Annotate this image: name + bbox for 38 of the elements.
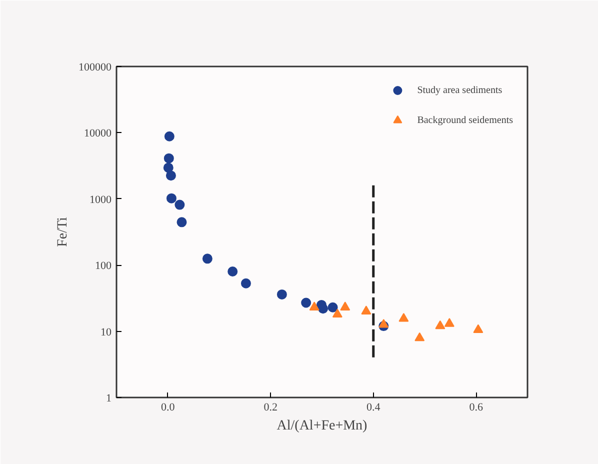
x-tick-label: 0.0 (161, 402, 176, 414)
point (176, 217, 187, 228)
point (473, 324, 484, 333)
x-tick-label: 0.6 (469, 402, 484, 414)
point (202, 254, 212, 264)
point (240, 278, 251, 288)
y-tick-label: 100000 (78, 62, 112, 74)
point (361, 306, 372, 314)
point (340, 302, 350, 310)
y-tick-label: 10 (100, 326, 112, 338)
y-tick-label: 1 (106, 392, 112, 404)
point (309, 302, 320, 310)
x-tick-label: 0.2 (264, 402, 278, 414)
point (166, 193, 176, 204)
y-tick-label: 100 (95, 260, 112, 272)
point (174, 200, 185, 210)
point (398, 313, 409, 322)
point (163, 162, 174, 173)
legend-label: Background seidements (417, 114, 513, 126)
point (166, 170, 176, 181)
y-tick-label: 1000 (90, 194, 112, 206)
point (276, 289, 287, 300)
point (332, 308, 342, 318)
point (301, 298, 312, 308)
legend-label: Study area sediments (417, 84, 502, 96)
x-tick-label: 0.4 (366, 402, 381, 414)
y-axis-title: Fe/Ti (56, 216, 70, 247)
point (164, 153, 174, 164)
y-tick-label: 10000 (84, 128, 112, 140)
point (414, 332, 425, 342)
point (444, 318, 454, 327)
point (328, 302, 338, 312)
point (435, 320, 446, 330)
point (164, 131, 174, 142)
point (228, 266, 238, 277)
point (378, 318, 389, 328)
point (318, 304, 328, 314)
x-axis-title: Al/(Al+Fe+Mn) (276, 418, 368, 434)
